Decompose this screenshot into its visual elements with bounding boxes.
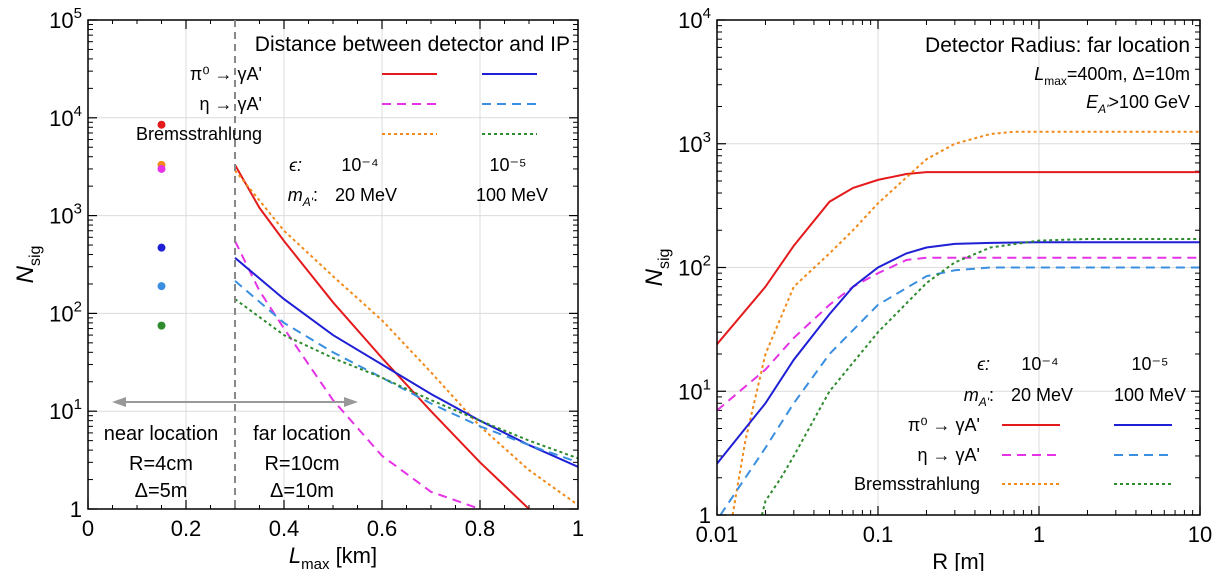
legend-2-mass-right: 100 MeV [1114,385,1186,405]
legend-1-eps-left: 10⁻⁴ [341,155,378,175]
y-tick-label: 103 [49,201,82,229]
chart-2-subtitle-2: EA'>100 GeV [1086,92,1190,116]
y-tick-label: 101 [49,396,82,424]
series-group [717,130,1200,515]
chart-2-subtitle-1: Lmax=400m, Δ=10m [1034,64,1190,88]
series-line-eta_1e5 [719,266,1200,515]
x-tick-label: 0 [82,516,94,541]
y-tick-label: 1 [699,503,711,528]
legend-1-eps-right: 10⁻⁵ [490,155,527,175]
y-tick-label: 102 [678,253,711,281]
x-axis-label: R [m] [932,549,985,571]
y-axis-label: Nsig [12,246,44,284]
legend-1: π⁰ → γA' η → γA' Bremsstrahlung ϵ: 10⁻⁴ 10⁻⁵ m… [136,64,548,209]
series-group [234,164,578,509]
legend-2-eps-label: ϵ: [977,354,990,374]
legend-1-eps-label: ϵ: [289,155,302,175]
series-line-eta_1e4 [717,256,1200,412]
x-axis-label: Lmax [km] [289,543,377,571]
y-tick-label: 104 [49,103,82,131]
legend-1-row-2-label: Bremsstrahlung [136,124,262,144]
x-tick-label: 0.8 [465,516,496,541]
legend-1-mass-label: mA': [288,185,318,209]
x-tick-label: 0.2 [171,516,202,541]
y-tick-label: 105 [49,5,82,33]
y-tick-label: 101 [678,376,711,404]
legend-2-row-2-label: Bremsstrahlung [854,474,980,494]
near-point-eta_1e5 [157,282,166,291]
x-tick-label: 0.01 [696,522,739,547]
far-location-radius: R=10cm [264,453,339,475]
x-tick-label: 1 [1033,522,1045,547]
chart-1-title: Distance between detector and IP [255,33,570,56]
legend-2-row-1-label: η → γA' [918,445,980,465]
legend-1-mass-left: 20 MeV [335,185,397,205]
plot-frame [716,19,1201,516]
chart-2-title: Detector Radius: far location [925,34,1190,57]
near-point-brems_1e5 [157,321,166,330]
x-tick-label: 1 [572,516,584,541]
legend-1-row-0-label: π⁰ → γA' [190,64,262,84]
series-line-eta_1e4 [234,240,481,509]
plot-frame [87,19,579,510]
y-tick-label: 103 [678,129,711,157]
x-tick-label: 0.4 [269,516,300,541]
y-tick-label: 102 [49,298,82,326]
legend-2-eps-left: 10⁻⁴ [1021,354,1058,374]
legend-2-row-0-label: π⁰ → γA' [908,415,980,435]
near-point-eta_1e4 [157,164,166,173]
far-location-delta: Δ=10m [270,480,334,502]
series-line-brems_1e4 [234,169,578,506]
series-line-brems_1e5 [760,238,1200,515]
legend-2: ϵ: 10⁻⁴ 10⁻⁵ mA': 20 MeV 100 MeV π⁰ → γA' η → γ… [854,354,1186,494]
series-line-pi_1e4 [234,164,530,509]
series-line-eta_1e5 [234,280,578,464]
series-line-brems_1e5 [234,298,578,460]
series-line-pi_1e5 [717,241,1200,465]
series-line-pi_1e4 [717,171,1200,345]
ticks [716,19,1201,516]
chart-1: 0 0.2 0.4 0.6 0.8 1 1 101 102 103 104 105 Lmax [km] N… [12,5,584,573]
series-line-brems_1e4 [731,130,1200,515]
x-tick-label: 0.1 [863,522,894,547]
arrow-right-head [344,397,358,407]
y-axis-label: Nsig [641,249,673,287]
y-tick-label: 1 [70,497,82,522]
near-point-pi_1e4 [157,120,166,129]
near-point-pi_1e5 [157,243,166,252]
near-location-radius: R=4cm [129,453,193,475]
series-line-pi_1e5 [234,257,578,468]
far-location-title: far location [253,423,351,445]
legend-1-mass-right: 100 MeV [476,185,548,205]
x-tick-label: 0.6 [367,516,398,541]
near-location-title: near location [104,423,219,445]
y-tick-label: 104 [678,5,711,33]
legend-2-eps-right: 10⁻⁵ [1132,354,1169,374]
legend-1-row-1-label: η → γA' [200,94,262,114]
near-location-delta: Δ=5m [135,480,188,502]
grid [88,20,578,509]
legend-2-mass-label: mA': [964,385,994,409]
legend-2-mass-left: 20 MeV [1011,385,1073,405]
x-tick-label: 10 [1188,522,1212,547]
arrow-left-head [112,397,126,407]
